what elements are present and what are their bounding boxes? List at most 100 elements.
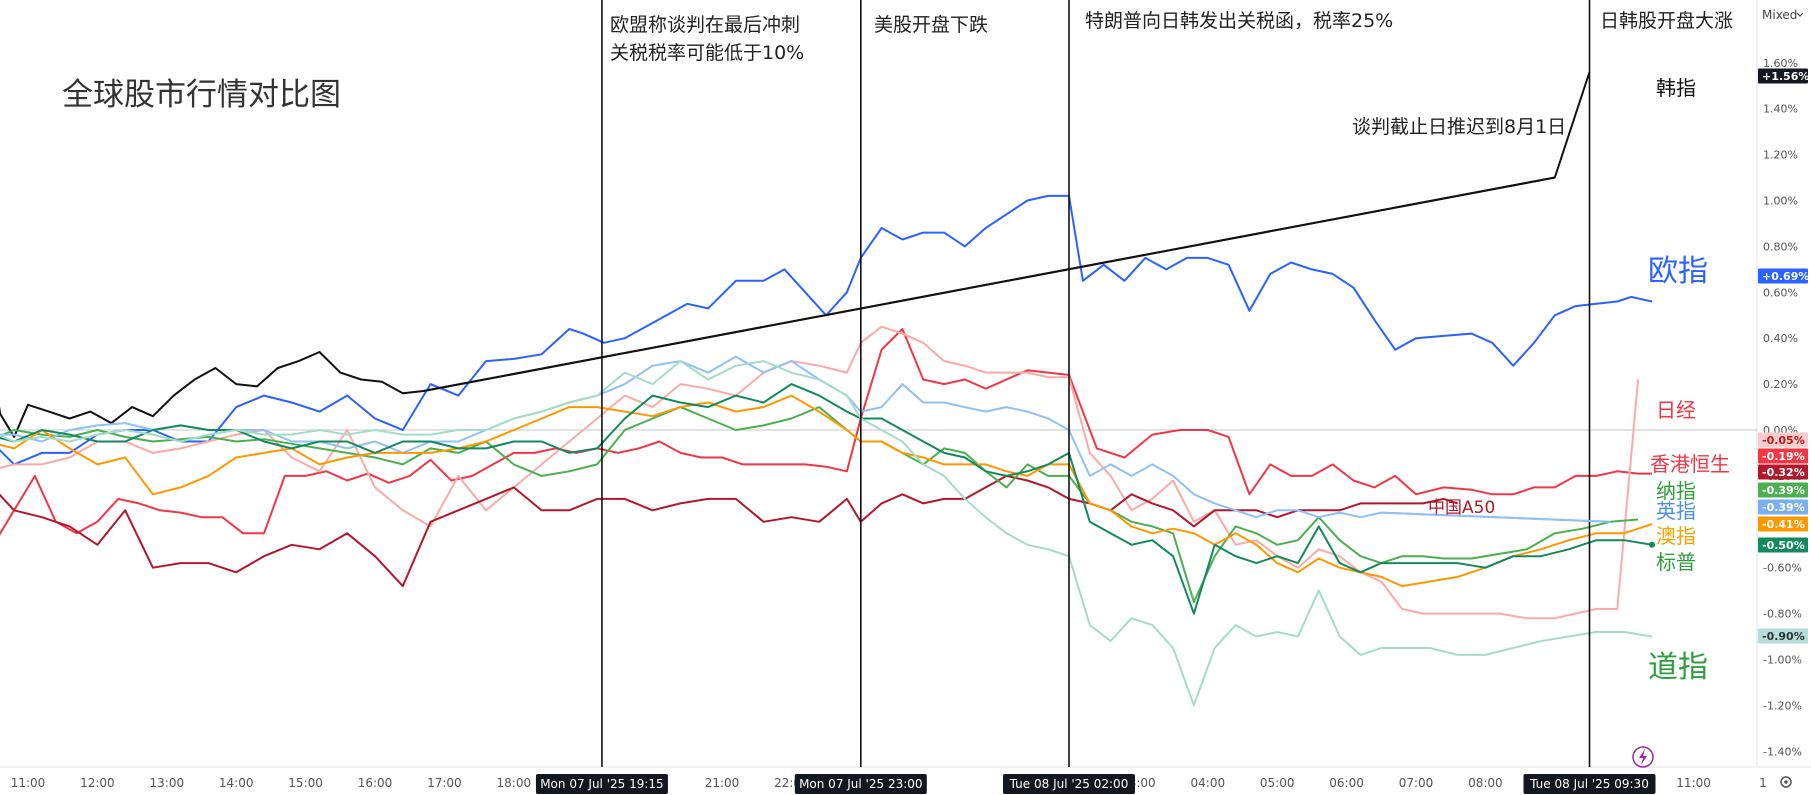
last-value-badge-1: +0.69% — [1758, 268, 1809, 284]
badge-value: +1.56% — [1762, 70, 1809, 83]
y-tick-label-2: 1.20% — [1763, 149, 1798, 162]
series-label-2: 日经 — [1656, 398, 1696, 422]
x-tick-label-8: 21:00 — [705, 776, 740, 790]
series-line-1 — [0, 194, 1653, 466]
badge-bg — [1758, 537, 1808, 553]
last-value-badge-7: -0.41% — [1758, 516, 1808, 532]
annotation-eu-negotiation-line2: 关税税率可能低于10% — [610, 42, 804, 64]
series-line-8 — [0, 383, 1653, 615]
series-line-2 — [0, 328, 1652, 536]
x-tick-label-5: 16:00 — [358, 776, 393, 790]
y-tick-label-3: 1.00% — [1763, 195, 1798, 208]
badge-value: -0.32% — [1762, 466, 1805, 479]
series-label-3: 香港恒生 — [1650, 452, 1730, 476]
series-line-4 — [0, 474, 1458, 588]
series-line-7 — [0, 394, 1653, 588]
y-tick-label-12: -0.80% — [1763, 608, 1802, 621]
series-label-0: 韩指 — [1656, 76, 1696, 100]
y-axis: 1.60% 1.40% 1.20% 1.00% 0.80% 0.60% 0.40% 0.20%… — [1758, 57, 1809, 758]
series-line-3 — [0, 325, 1640, 620]
series-label-4: 中国A50 — [1428, 498, 1495, 518]
lightning-icon[interactable] — [1632, 746, 1654, 768]
last-value-badge-4: -0.32% — [1758, 464, 1808, 480]
annotation-deadline-extended: 谈判截止日推迟到8月1日 — [1352, 116, 1566, 138]
badge-bg — [1758, 628, 1808, 644]
badge-text: Tue 08 Jul '25 09:30 — [1529, 777, 1649, 791]
series-layer — [0, 71, 1655, 707]
series-label-9: 道指 — [1648, 650, 1708, 685]
x-tick-label-2: 13:00 — [150, 776, 185, 790]
korea-trend-line — [423, 176, 1555, 392]
badge-value: -0.39% — [1762, 484, 1805, 497]
last-value-badge-5: -0.39% — [1758, 482, 1808, 498]
series-line-0 — [0, 71, 1591, 438]
x-tick-label-16: 11:00 — [1676, 776, 1711, 790]
series-line-9 — [0, 360, 1653, 707]
event-time-badge-3: Tue 08 Jul '25 09:30 — [1523, 774, 1656, 794]
y-tick-label-1: 1.40% — [1763, 103, 1798, 116]
badge-value: -0.39% — [1762, 501, 1805, 514]
badge-bg — [1003, 774, 1135, 794]
last-value-badge-3: -0.19% — [1758, 448, 1808, 464]
badge-value: -0.50% — [1762, 539, 1805, 552]
series-end-dot — [1648, 541, 1655, 548]
event-time-badge-2: Tue 08 Jul '25 02:00 — [1003, 774, 1135, 794]
y-tick-label-7: 0.20% — [1763, 378, 1798, 391]
x-tick-label-15: 08:00 — [1468, 776, 1503, 790]
last-value-badge-9: -0.90% — [1758, 628, 1808, 644]
x-tick-label-17: 1 — [1759, 776, 1767, 790]
y-tick-label-11: -0.60% — [1763, 562, 1802, 575]
chevron-down-icon[interactable] — [1796, 12, 1804, 17]
trend-lines — [423, 176, 1611, 523]
last-value-badge-8: -0.50% — [1758, 537, 1808, 553]
badge-value: -0.19% — [1762, 450, 1805, 463]
badge-text: Mon 07 Jul '25 23:00 — [799, 777, 922, 791]
x-tick-label-0: 11:00 — [11, 776, 46, 790]
y-tick-label-0: 1.60% — [1763, 57, 1798, 70]
badge-text: Mon 07 Jul '25 19:15 — [540, 777, 663, 791]
badge-bg — [1758, 432, 1808, 448]
y-tick-label-5: 0.60% — [1763, 286, 1798, 299]
event-time-badge-0: Mon 07 Jul '25 19:15 — [535, 774, 668, 794]
x-tick-label-1: 12:00 — [80, 776, 115, 790]
badge-bg — [1758, 499, 1808, 515]
series-label-1: 欧指 — [1648, 254, 1708, 289]
badge-bg — [1758, 482, 1808, 498]
x-tick-label-4: 15:00 — [288, 776, 323, 790]
badge-value: +0.69% — [1762, 270, 1809, 283]
badge-bg — [1758, 464, 1808, 480]
series-label-7: 澳指 — [1656, 524, 1696, 548]
scale-mode-selector[interactable]: Mixed — [1762, 8, 1797, 22]
event-time-badge-1: Mon 07 Jul '25 23:00 — [794, 774, 927, 794]
settings-gear-icon[interactable] — [1780, 776, 1792, 788]
last-value-badge-6: -0.39% — [1758, 499, 1808, 515]
badge-value: -0.41% — [1762, 518, 1805, 531]
x-axis: 11:00 12:00 13:00 14:00 15:00 16:00 17:00 18:00… — [11, 774, 1767, 794]
annotation-japan-korea-rally: 日韩股开盘大涨 — [1600, 10, 1733, 32]
x-tick-label-7: 18:00 — [497, 776, 532, 790]
annotation-us-open-down: 美股开盘下跌 — [874, 14, 988, 36]
x-tick-label-3: 14:00 — [219, 776, 254, 790]
y-tick-label-13: -1.00% — [1763, 654, 1802, 667]
badge-bg — [1758, 68, 1808, 84]
x-tick-label-12: 05:00 — [1260, 776, 1295, 790]
x-tick-label-11: 04:00 — [1191, 776, 1226, 790]
event-lines — [601, 0, 1591, 767]
annotation-trump-tariff-letter: 特朗普向日韩发出关税函，税率25% — [1085, 10, 1393, 32]
badge-text: Tue 08 Jul '25 02:00 — [1009, 777, 1129, 791]
x-tick-label-13: 06:00 — [1329, 776, 1364, 790]
y-tick-label-14: -1.20% — [1763, 699, 1802, 712]
y-tick-label-4: 0.80% — [1763, 240, 1798, 253]
y-tick-label-15: -1.40% — [1763, 745, 1802, 758]
x-tick-label-6: 17:00 — [427, 776, 462, 790]
series-line-5 — [0, 406, 1639, 604]
badge-bg — [1758, 268, 1808, 284]
last-value-badge-0: +1.56% — [1758, 68, 1809, 84]
badge-bg — [535, 774, 668, 794]
badge-bg — [1523, 774, 1656, 794]
series-label-5: 纳指 — [1656, 479, 1696, 503]
series-line-6 — [0, 355, 1611, 523]
annotation-eu-negotiation-line1: 欧盟称谈判在最后冲刺 — [610, 14, 800, 36]
